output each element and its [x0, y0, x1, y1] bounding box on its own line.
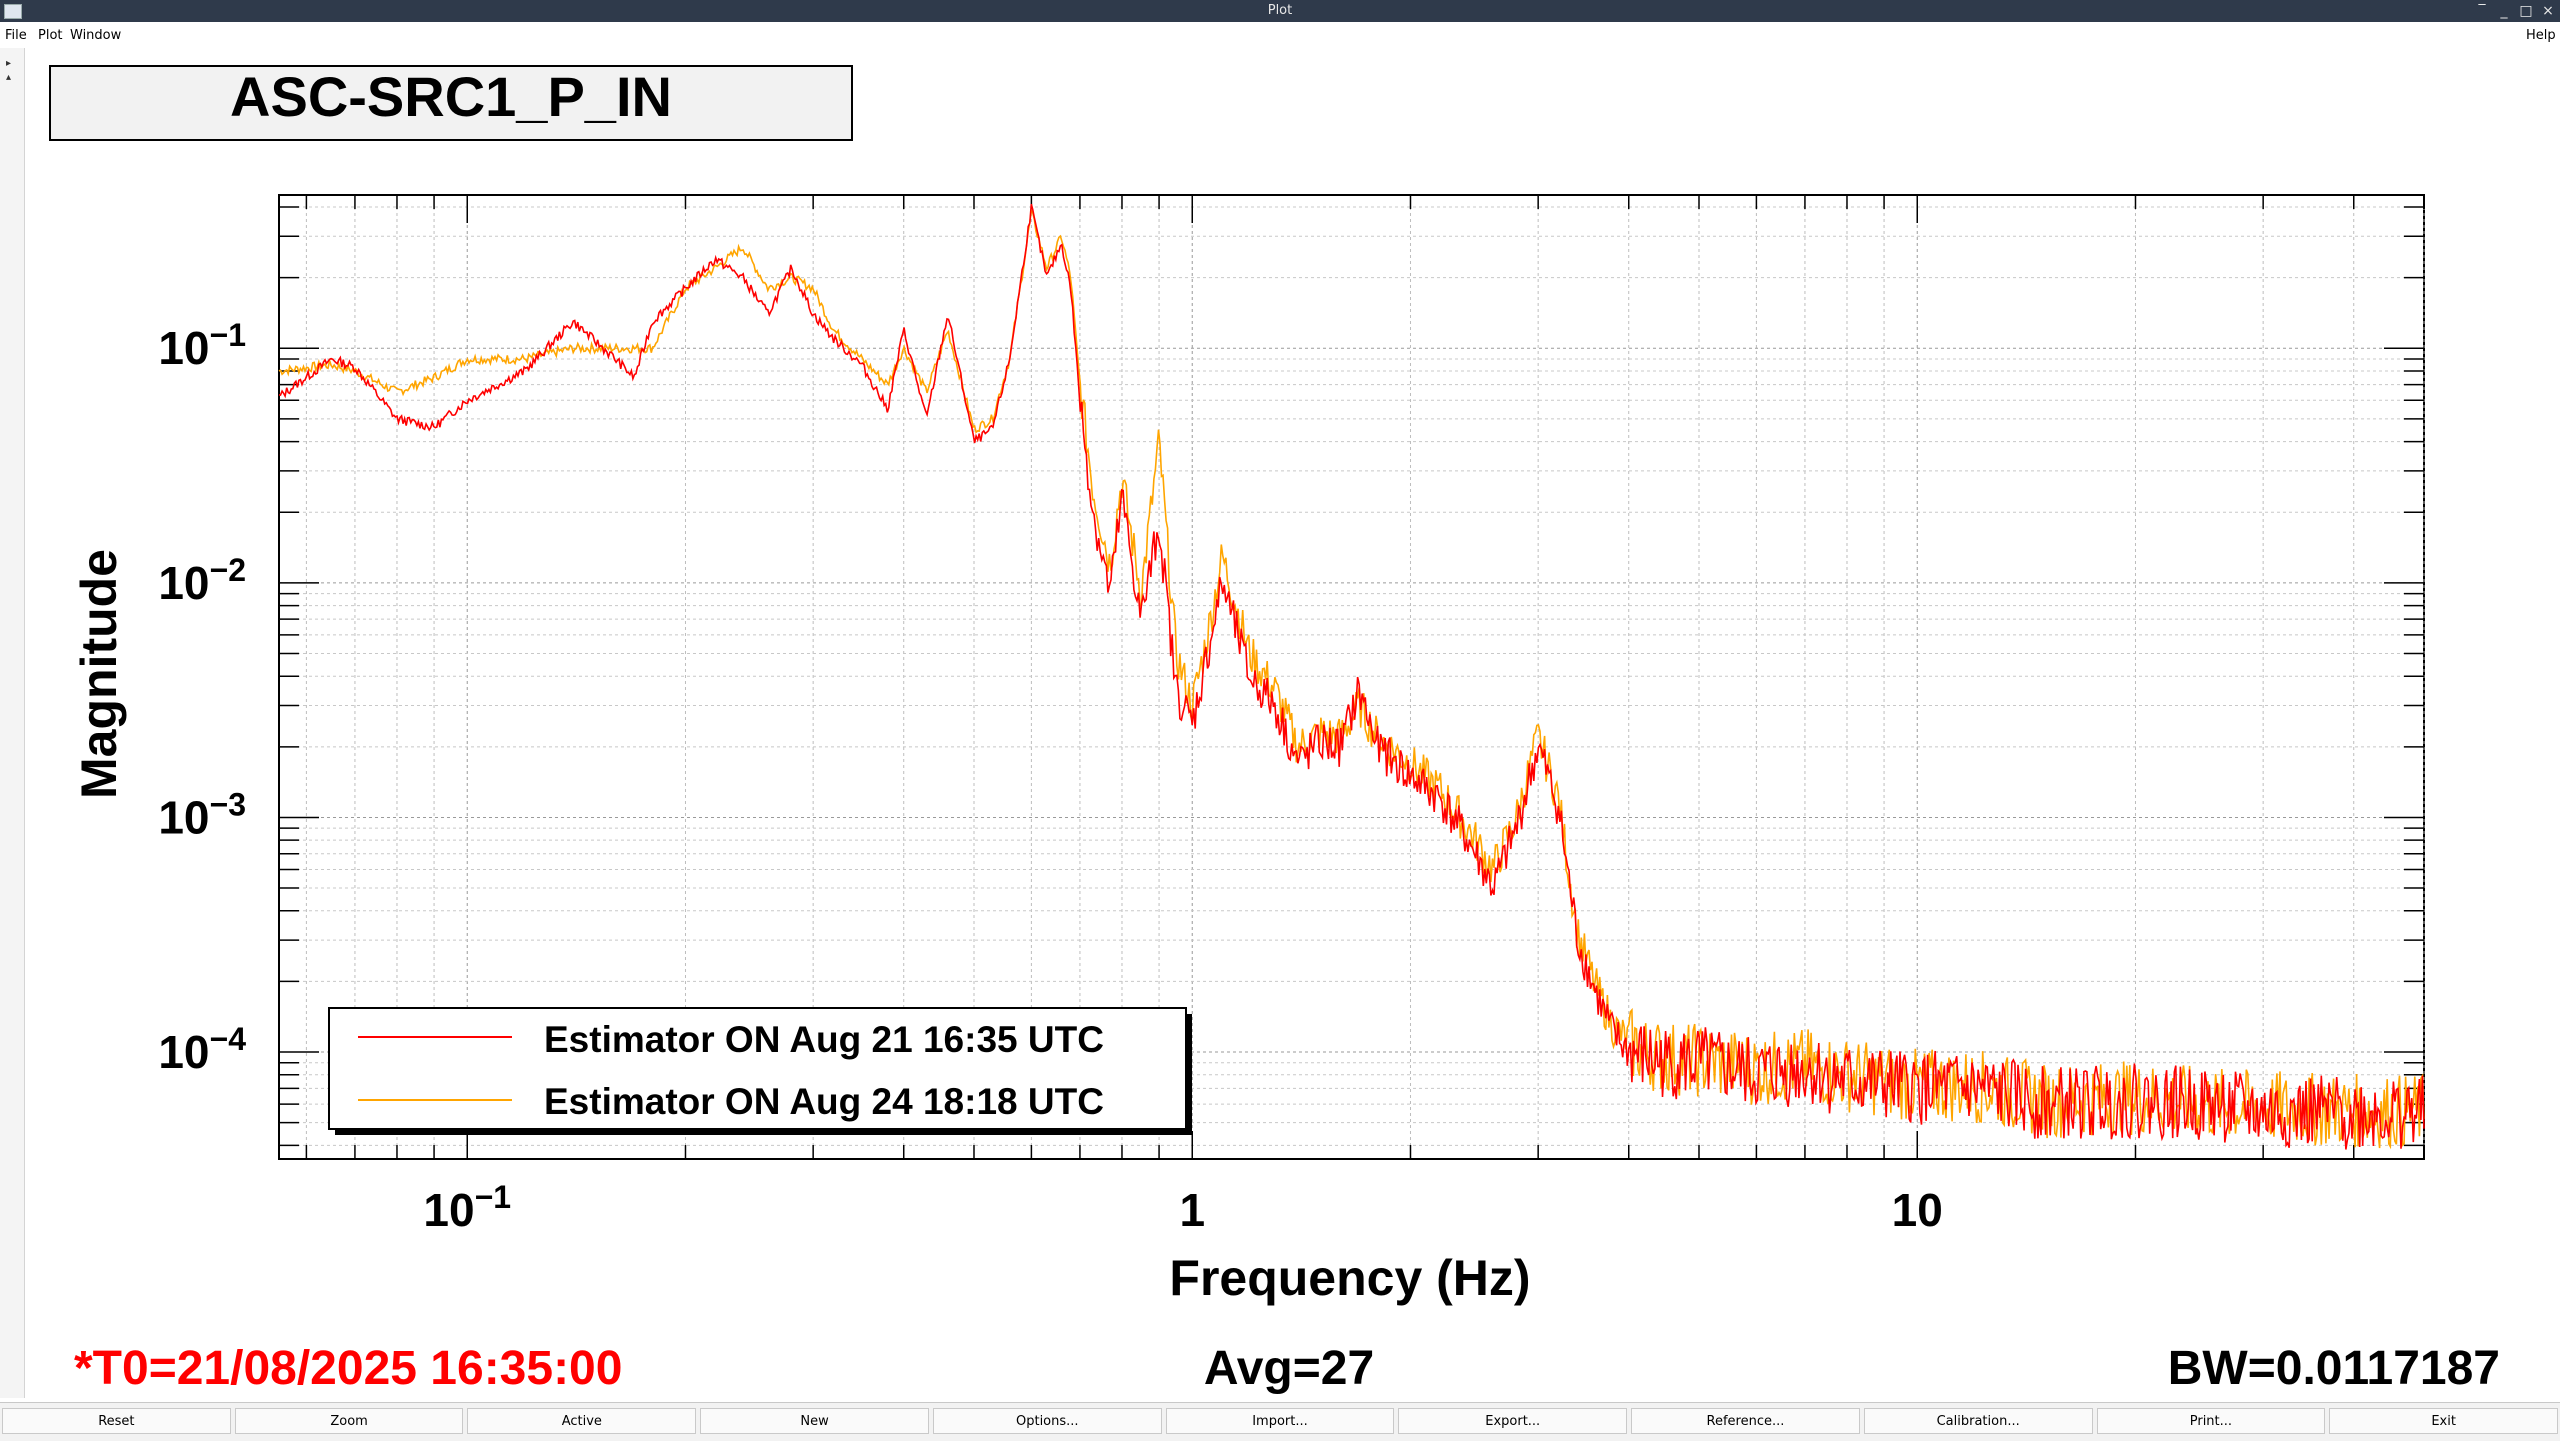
- x-tick-label: 10−1: [423, 1179, 511, 1236]
- minimize-button-icon[interactable]: _: [2500, 3, 2508, 19]
- y-tick-label: 10−3: [158, 786, 246, 843]
- y-tick-label: 10−4: [158, 1021, 246, 1078]
- menu-plot[interactable]: Plot: [38, 28, 63, 43]
- maximize-icon[interactable]: □: [2519, 3, 2533, 19]
- grid-lines: [279, 195, 2425, 1159]
- x-tick-label: 1: [1179, 1184, 1205, 1236]
- legend-label-series1: Estimator ON Aug 21 16:35 UTC: [544, 1019, 1104, 1060]
- button-active[interactable]: Active: [467, 1408, 697, 1434]
- button-export[interactable]: Export...: [1398, 1408, 1628, 1434]
- avg-label: Avg=27: [1204, 1342, 1374, 1395]
- legend: Estimator ON Aug 21 16:35 UTC Estimator …: [328, 1007, 1192, 1135]
- button-zoom[interactable]: Zoom: [234, 1408, 464, 1434]
- minimize-icon[interactable]: ‾: [2478, 3, 2486, 19]
- button-reference[interactable]: Reference...: [1631, 1408, 1860, 1434]
- legend-label-series2: Estimator ON Aug 24 18:18 UTC: [544, 1081, 1104, 1122]
- button-calibration[interactable]: Calibration...: [1863, 1408, 2093, 1434]
- y-axis-label: Magnitude: [71, 549, 127, 799]
- plot-title: ASC-SRC1_P_IN: [230, 65, 672, 128]
- side-panel: ▸ ▴: [0, 48, 25, 1398]
- t0-label: *T0=21/08/2025 16:35:00: [74, 1342, 622, 1395]
- menu-window[interactable]: Window: [70, 28, 122, 43]
- button-options[interactable]: Options...: [932, 1408, 1162, 1434]
- app-icon: [4, 4, 22, 19]
- window-title: Plot: [1267, 3, 1293, 18]
- bw-label: BW=0.0117187: [2168, 1342, 2500, 1395]
- axis-ticks: [279, 195, 2425, 1159]
- y-tick-label: 10−1: [158, 317, 246, 374]
- button-reset[interactable]: Reset: [2, 1408, 231, 1434]
- y-tick-label: 10−2: [158, 552, 246, 609]
- menu-file[interactable]: File: [5, 28, 27, 43]
- button-exit[interactable]: Exit: [2329, 1408, 2558, 1434]
- close-icon[interactable]: ×: [2542, 3, 2554, 19]
- trace-series1: [278, 203, 2425, 1150]
- button-import[interactable]: Import...: [1165, 1408, 1395, 1434]
- window-titlebar: Plot ‾ _ □ ×: [0, 0, 2560, 22]
- traces: [278, 203, 2425, 1150]
- expand-right-icon[interactable]: ▸: [6, 58, 12, 69]
- button-new[interactable]: New: [700, 1408, 929, 1434]
- plot-title-box: ASC-SRC1_P_IN: [49, 65, 853, 141]
- button-bar: Reset Zoom Active New Options... Import... Exp…: [0, 1402, 2560, 1441]
- expand-up-icon[interactable]: ▴: [6, 72, 12, 83]
- plot-canvas[interactable]: ASC-SRC1_P_IN 10−1 1 10 10−1 10−2 10−3 10−4 Es…: [28, 50, 2558, 1400]
- button-print[interactable]: Print...: [2096, 1408, 2326, 1434]
- tick-labels: 10−1 1 10 10−1 10−2 10−3 10−4: [158, 317, 1942, 1236]
- menu-bar: File Plot Window Help: [0, 22, 2560, 48]
- plot-frame: [278, 194, 2425, 1160]
- x-axis-label: Frequency (Hz): [1169, 1250, 1530, 1306]
- x-tick-label: 10: [1892, 1184, 1943, 1236]
- menu-help[interactable]: Help: [2526, 28, 2556, 43]
